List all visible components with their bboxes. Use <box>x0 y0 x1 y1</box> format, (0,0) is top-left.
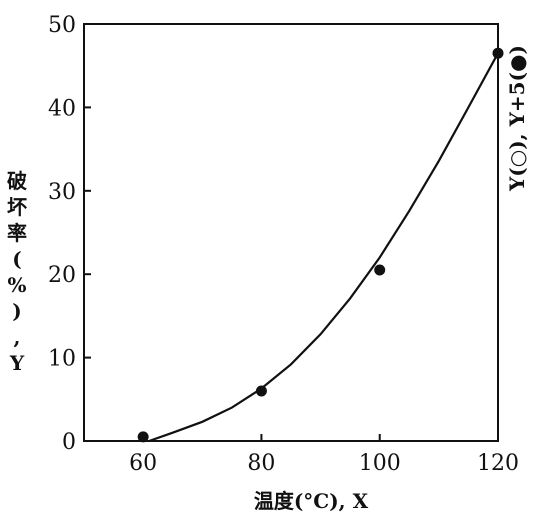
y-axis-label-char: 率 <box>7 221 27 245</box>
y-axis-label-char: ( <box>12 247 21 271</box>
y-tick-label: 10 <box>48 347 76 372</box>
y-axis-label: 破坏率(%),Y <box>7 169 27 375</box>
y-tick-label: 20 <box>48 263 76 288</box>
y-axis-label-char: % <box>7 273 26 297</box>
data-point <box>492 47 504 59</box>
y-axis-label-char: 坏 <box>7 195 27 219</box>
y-tick-label: 50 <box>48 13 76 38</box>
data-point <box>374 264 386 276</box>
x-tick-label: 60 <box>129 451 157 476</box>
y-axis-label-char: Y <box>9 351 25 375</box>
x-axis-label: 温度(°C), X <box>254 489 369 513</box>
y-axis-label-char: ) <box>12 299 21 323</box>
right-axis-label: Y(○), Y+5(●) <box>505 45 529 192</box>
x-tick-label: 80 <box>247 451 275 476</box>
y-axis-label-char: , <box>14 325 21 349</box>
plot-frame <box>83 23 499 442</box>
data-point <box>255 385 267 397</box>
x-tick-label: 120 <box>477 451 519 476</box>
y-tick-label: 0 <box>62 430 76 455</box>
y-axis-label-char: 破 <box>7 169 27 193</box>
fitted-curve <box>148 52 499 443</box>
x-tick-label: 100 <box>359 451 401 476</box>
axis-ticks <box>84 23 499 442</box>
y-tick-label: 30 <box>48 180 76 205</box>
y-tick-label: 40 <box>48 96 76 121</box>
tick-labels: 60 80 100 120 0 10 20 30 40 50 <box>48 13 519 476</box>
data-points <box>137 47 504 443</box>
data-point <box>137 431 149 443</box>
